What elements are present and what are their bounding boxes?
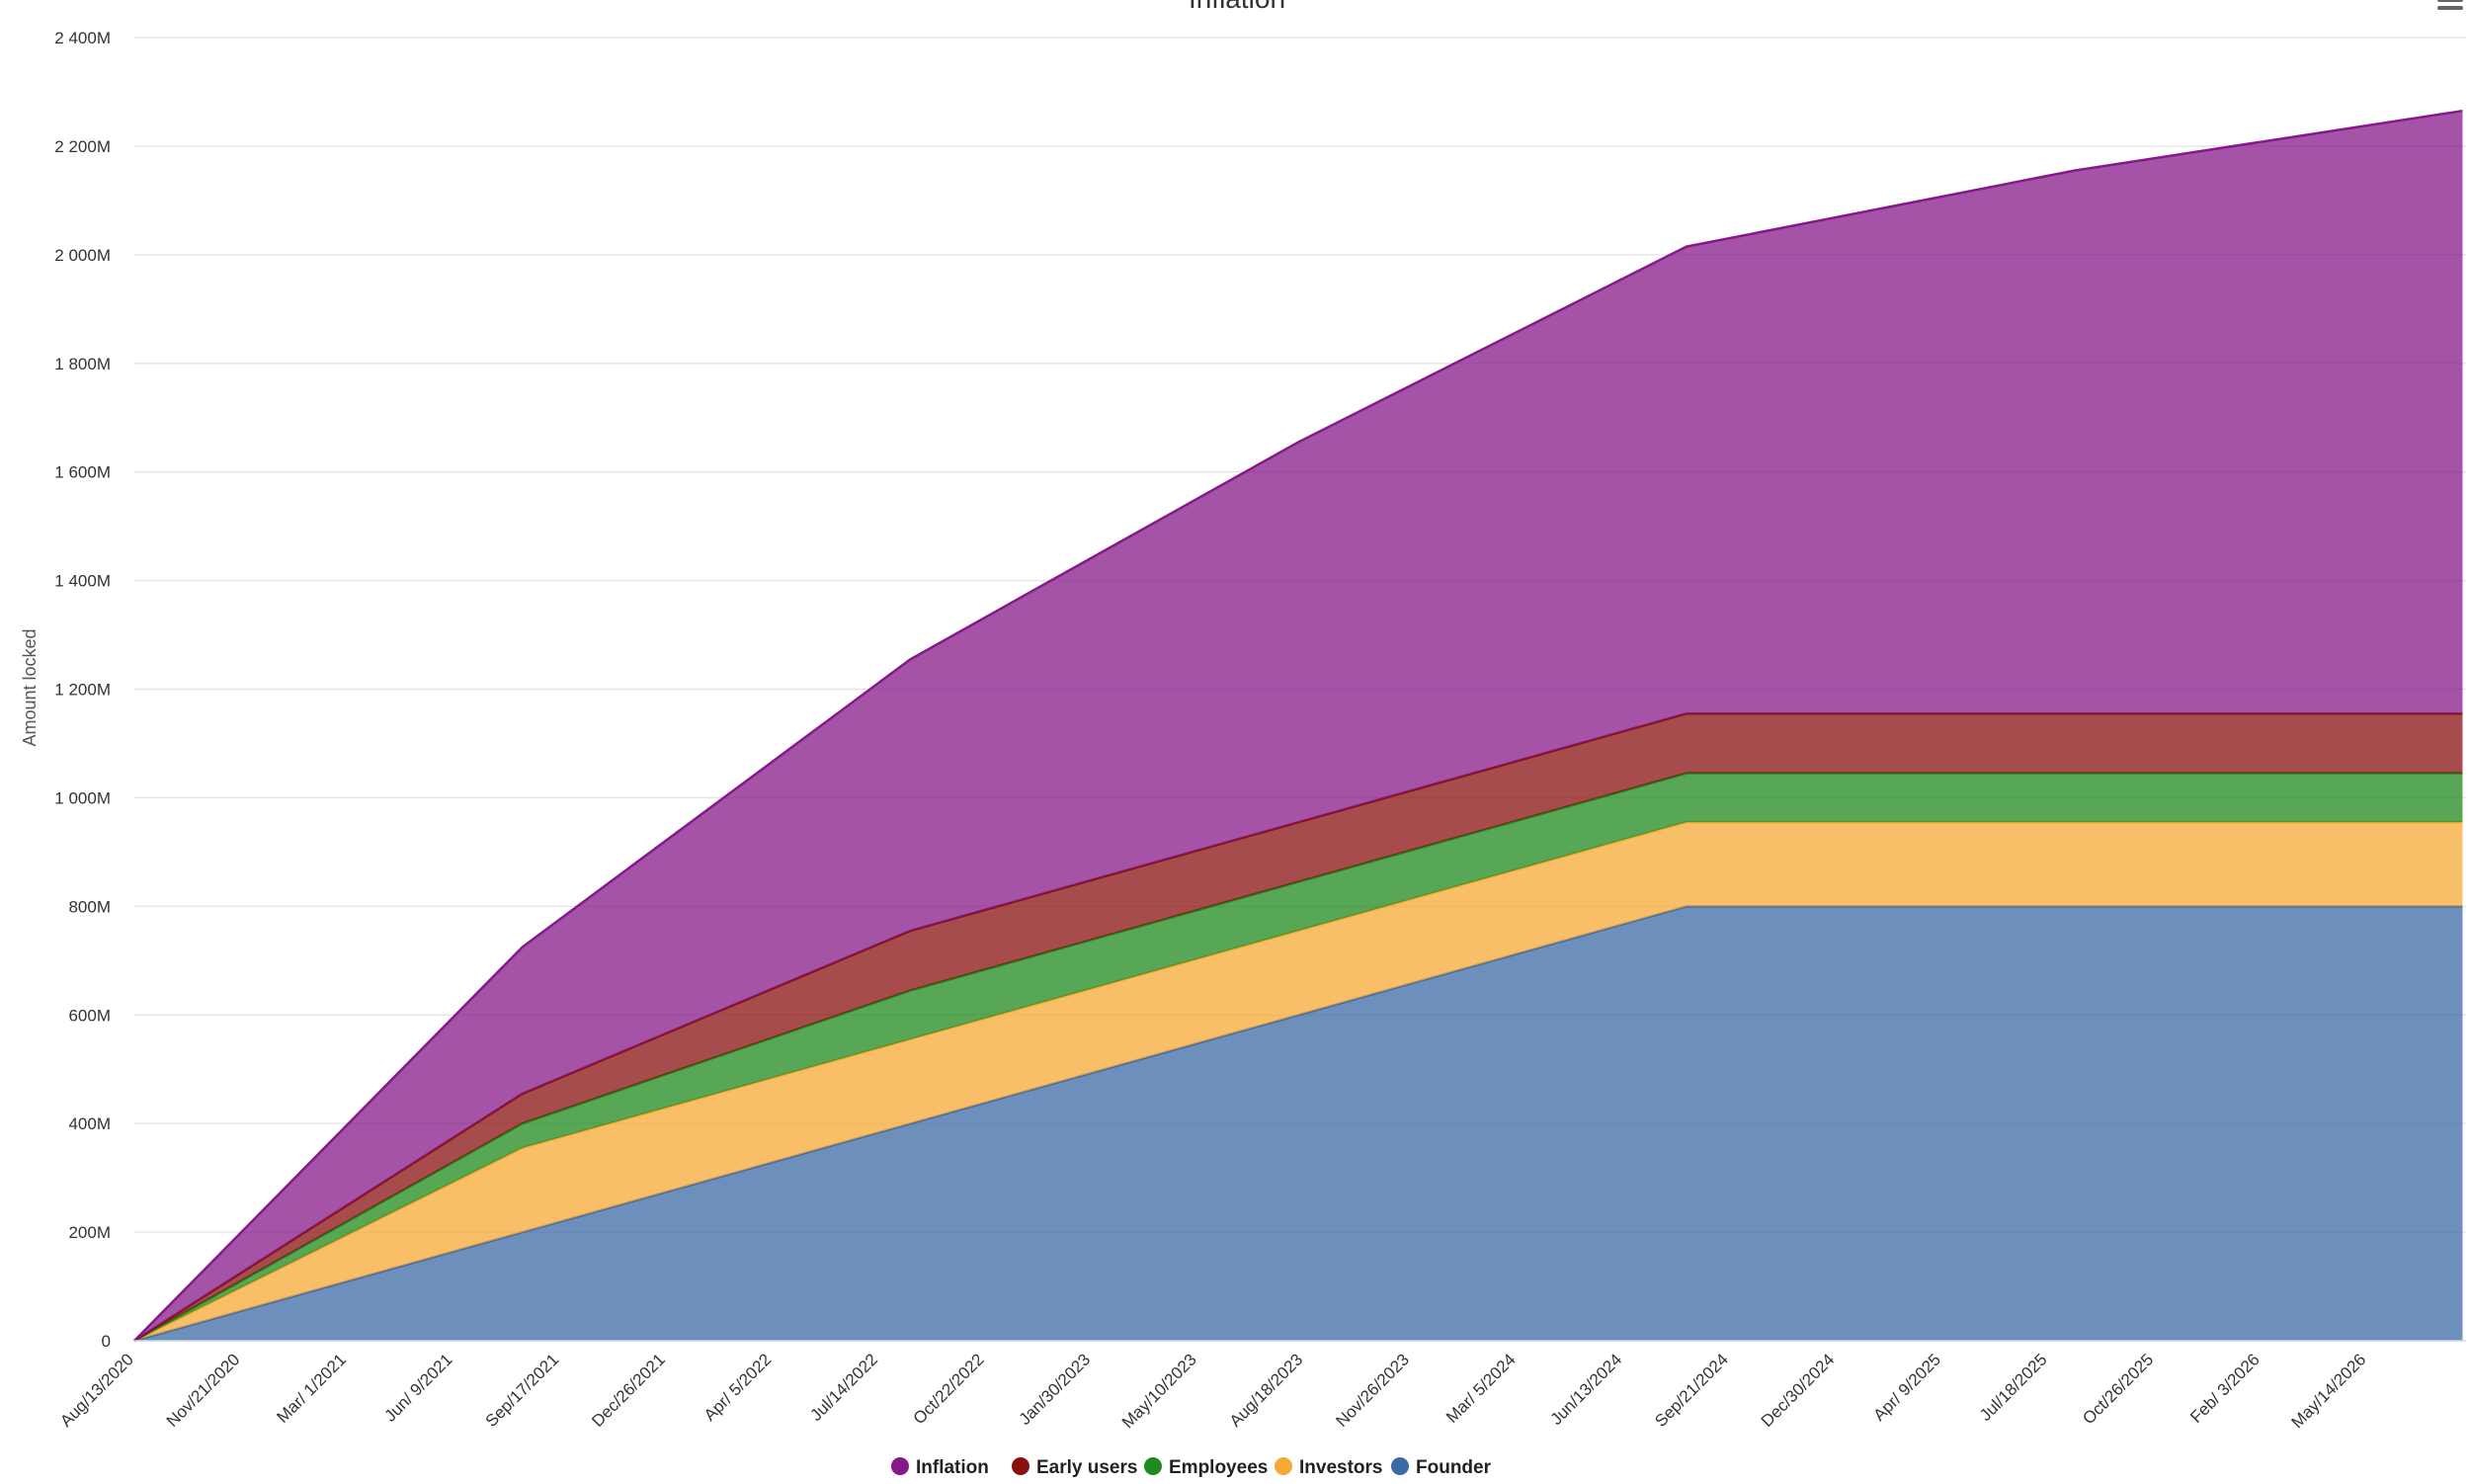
x-tick-label: Apr/ 9/2025 [1869, 1350, 1944, 1425]
x-tick-label: Sep/17/2021 [482, 1350, 563, 1431]
x-tick-label: May/14/2026 [2287, 1350, 2369, 1432]
legend-label: Employees [1169, 1457, 1268, 1478]
data-areas [133, 109, 2463, 1343]
x-tick-label: Oct/22/2022 [910, 1350, 988, 1428]
legend: Inflation Early users Employees Investors Fo… [891, 1457, 1492, 1478]
y-tick-label: 200M [68, 1223, 111, 1242]
area-founder [134, 906, 2463, 1341]
legend-marker [1391, 1457, 1409, 1475]
x-axis: Aug/13/2020 Nov/21/2020 Mar/ 1/2021 Jun/ 9/… [56, 1340, 2466, 1432]
y-tick-label: 0 [102, 1332, 111, 1351]
legend-marker [1144, 1457, 1162, 1475]
legend-item-investors[interactable]: Investors [1275, 1457, 1382, 1478]
x-tick-label: Dec/26/2021 [588, 1350, 669, 1431]
legend-label: Early users [1036, 1457, 1137, 1478]
x-tick-label: Aug/13/2020 [56, 1350, 137, 1431]
x-tick-label: Jun/ 9/2021 [380, 1350, 455, 1425]
x-tick-label: Jan/30/2023 [1016, 1350, 1095, 1429]
y-tick-label: 1 600M [54, 463, 111, 482]
area-employees [134, 773, 2463, 1341]
y-tick-label: 1 000M [54, 788, 111, 807]
x-tick-label: Sep/21/2024 [1651, 1350, 1732, 1431]
legend-item-founder[interactable]: Founder [1391, 1457, 1492, 1478]
y-tick-label: 2 200M [54, 137, 111, 156]
x-tick-label: Nov/26/2023 [1332, 1350, 1413, 1431]
y-tick-label: 600M [68, 1006, 111, 1025]
area-inflation [134, 111, 2463, 1342]
legend-item-inflation[interactable]: Inflation [891, 1457, 989, 1478]
x-tick-label: Jul/18/2025 [1976, 1350, 2051, 1425]
hamburger-menu-icon[interactable] [2437, 0, 2463, 10]
y-tick-label: 1 400M [54, 572, 111, 591]
x-tick-label: Aug/18/2023 [1226, 1350, 1307, 1431]
chart-title: Inflation [1189, 0, 1285, 14]
y-tick-label: 1 800M [54, 355, 111, 373]
area-investors [134, 822, 2463, 1341]
legend-label: Inflation [916, 1457, 989, 1478]
x-tick-label: Apr/ 5/2022 [700, 1350, 776, 1425]
y-tick-label: 2 000M [54, 246, 111, 265]
area-early-users [134, 713, 2463, 1341]
legend-marker [891, 1457, 909, 1475]
y-tick-label: 2 400M [54, 29, 111, 47]
y-tick-label: 800M [68, 897, 111, 916]
y-tick-label: 400M [68, 1114, 111, 1133]
x-tick-label: May/10/2023 [1118, 1350, 1200, 1432]
legend-marker [1012, 1457, 1029, 1475]
x-tick-label: Feb/ 3/2026 [2186, 1350, 2264, 1427]
legend-item-early-users[interactable]: Early users [1012, 1457, 1137, 1478]
legend-item-employees[interactable]: Employees [1144, 1457, 1268, 1478]
x-tick-label: Oct/26/2025 [2079, 1350, 2157, 1428]
y-tick-label: 1 200M [54, 681, 111, 700]
x-tick-label: Dec/30/2024 [1758, 1350, 1839, 1431]
x-tick-label: Mar/ 5/2024 [1442, 1350, 1520, 1427]
legend-marker [1275, 1457, 1292, 1475]
x-tick-label: Jun/13/2024 [1547, 1350, 1626, 1429]
y-axis-title: Amount locked [20, 628, 40, 746]
x-tick-label: Mar/ 1/2021 [273, 1350, 350, 1427]
y-axis: 0 200M 400M 600M 800M 1 000M 1 200M 1 400M 1 600… [54, 29, 111, 1351]
legend-label: Investors [1299, 1457, 1382, 1478]
x-tick-label: Jul/14/2022 [806, 1350, 881, 1425]
x-tick-label: Nov/21/2020 [163, 1350, 244, 1431]
legend-label: Founder [1416, 1457, 1492, 1478]
